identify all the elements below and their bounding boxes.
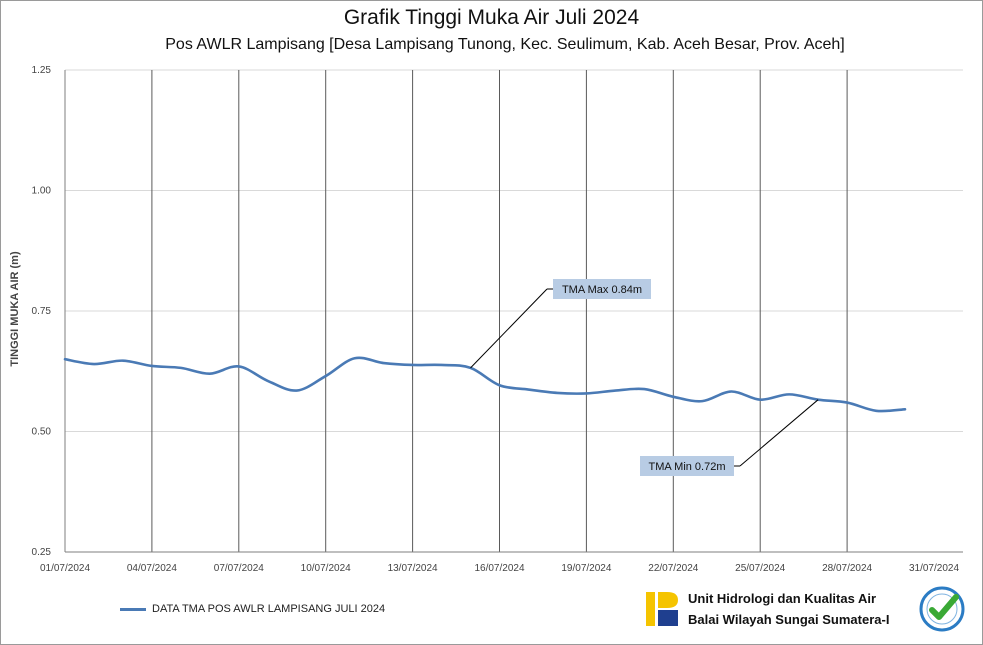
- legend-swatch: [120, 607, 146, 611]
- legend-label: DATA TMA POS AWLR LAMPISANG JULI 2024: [152, 603, 386, 615]
- x-tick-label: 19/07/2024: [561, 563, 611, 574]
- series-layer: [63, 356, 907, 413]
- annotation-label: TMA Max 0.84m: [562, 284, 642, 296]
- certified-badge-icon: [919, 586, 965, 632]
- x-tick-label: 31/07/2024: [909, 563, 959, 574]
- organization-line-2: Balai Wilayah Sungai Sumatera-I: [688, 612, 890, 627]
- x-tick-label: 22/07/2024: [648, 563, 698, 574]
- y-tick-labels: 0.25 0.50 0.75 1.00 1.25: [32, 65, 52, 558]
- series-line: [63, 356, 907, 413]
- x-tick-label: 16/07/2024: [474, 563, 524, 574]
- y-tick-label: 0.75: [32, 306, 52, 317]
- x-tick-label: 25/07/2024: [735, 563, 785, 574]
- annotation-box: [640, 456, 734, 476]
- organization-line-1: Unit Hidrologi dan Kualitas Air: [688, 591, 877, 606]
- y-tick-label: 1.25: [32, 65, 52, 76]
- x-tick-label: 07/07/2024: [214, 563, 264, 574]
- y-tick-label: 1.00: [32, 186, 52, 197]
- organization-block: Unit Hidrologi dan Kualitas Air Balai Wi…: [644, 588, 889, 630]
- x-tick-label: 10/07/2024: [301, 563, 351, 574]
- x-tick-labels: 01/07/2024 04/07/2024 07/07/2024 10/07/2024…: [40, 563, 959, 574]
- x-tick-label: 28/07/2024: [822, 563, 872, 574]
- organization-text: Unit Hidrologi dan Kualitas Air Balai Wi…: [688, 588, 889, 630]
- annotation-layer: TMA Max 0.84m TMA Min 0.72m: [470, 279, 819, 476]
- axes: [64, 70, 963, 553]
- y-tick-label: 0.25: [32, 547, 52, 558]
- legend: DATA TMA POS AWLR LAMPISANG JULI 2024: [120, 603, 385, 615]
- annotation-box: [553, 279, 651, 299]
- x-tick-label: 01/07/2024: [40, 563, 90, 574]
- pupr-logo: [644, 590, 680, 628]
- annotation-leader: [470, 288, 548, 369]
- chart-title: Grafik Tinggi Muka Air Juli 2024: [343, 6, 640, 29]
- chart-subtitle: Pos AWLR Lampisang [Desa Lampisang Tunon…: [165, 36, 845, 53]
- horizontal-gridlines: [65, 69, 963, 553]
- x-tick-label: 13/07/2024: [388, 563, 438, 574]
- y-tick-label: 0.50: [32, 427, 52, 438]
- annotation-leader: [739, 399, 819, 467]
- x-tick-label: 04/07/2024: [127, 563, 177, 574]
- vertical-gridlines: [151, 70, 848, 552]
- annotation-label: TMA Min 0.72m: [648, 461, 725, 473]
